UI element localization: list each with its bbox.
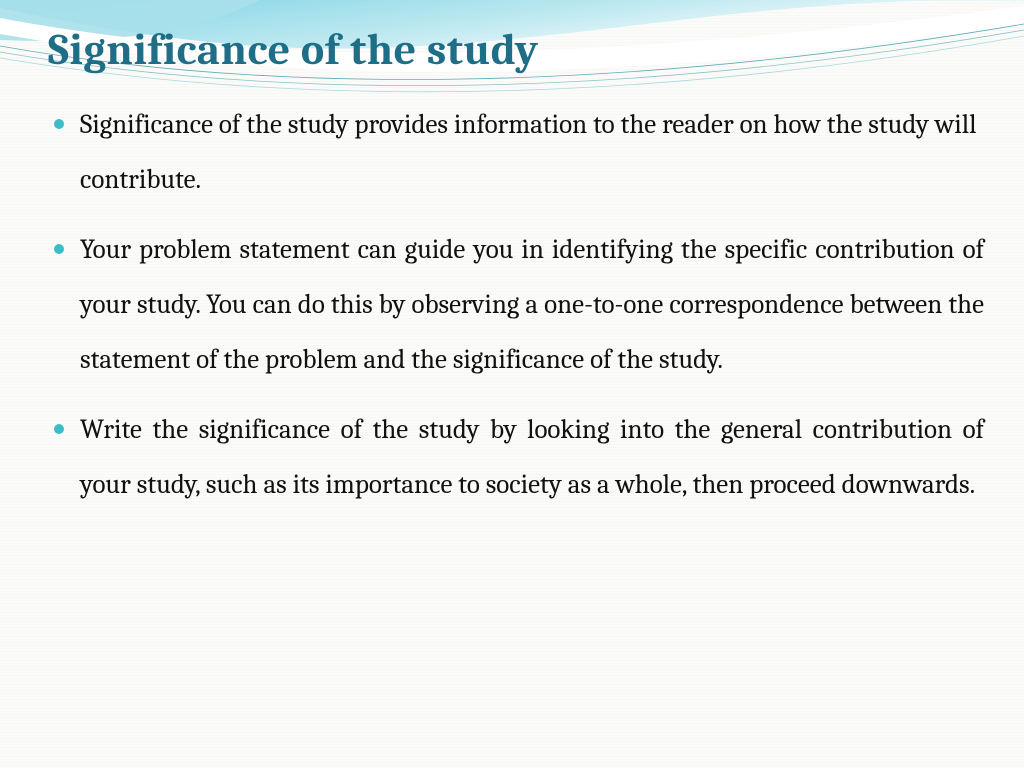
slide-content: Significance of the study Significance o…: [0, 0, 1024, 512]
slide-title: Significance of the study: [48, 24, 984, 75]
bullet-item: Significance of the study provides infor…: [48, 97, 984, 208]
bullet-item: Your problem statement can guide you in …: [48, 222, 984, 388]
bullet-item: Write the significance of the study by l…: [48, 402, 984, 513]
bullet-list: Significance of the study provides infor…: [48, 97, 984, 512]
